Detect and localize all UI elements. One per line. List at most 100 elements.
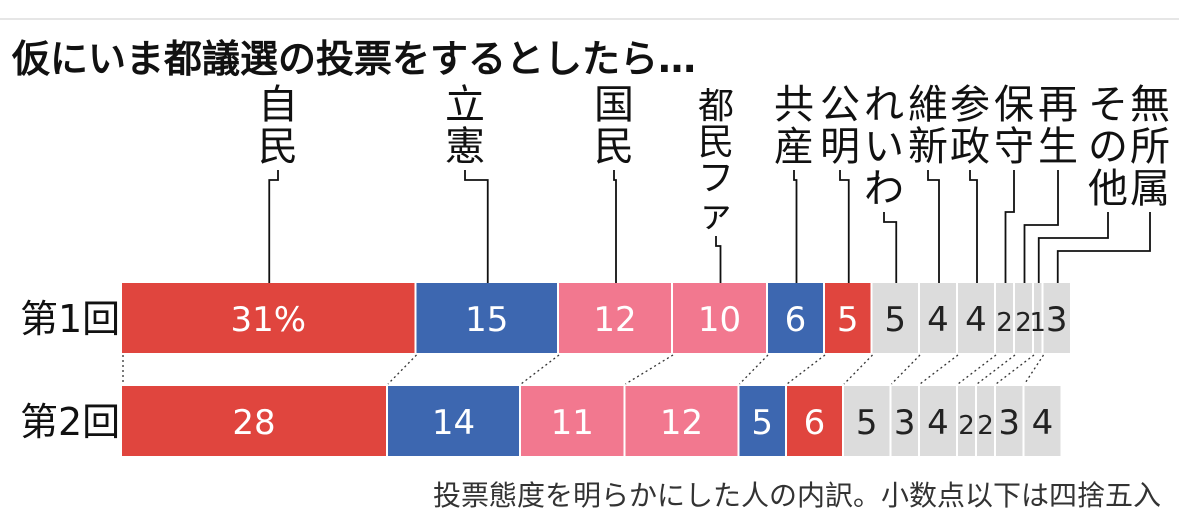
bar-value-label: 11 xyxy=(551,403,594,443)
bar-segment xyxy=(996,386,1023,456)
category-label-char: 都 xyxy=(698,86,734,127)
category-label-char: フ xyxy=(698,158,734,199)
category-label-char: 共 xyxy=(774,82,814,128)
connector-line xyxy=(520,354,560,385)
bar-segment xyxy=(768,283,823,353)
bar-value-label: 6 xyxy=(785,300,807,340)
bar-segment xyxy=(958,283,994,353)
category-label-char: 保 xyxy=(994,82,1034,128)
row-label: 第1回 xyxy=(20,297,120,341)
leader-line xyxy=(715,236,722,283)
category-label-char: 所 xyxy=(1130,124,1170,170)
bar-value-label: 4 xyxy=(927,403,949,443)
category-label-char: 立 xyxy=(445,82,485,128)
bar-segment xyxy=(673,283,766,353)
bar-segment xyxy=(1034,283,1042,353)
leader-line xyxy=(927,170,940,283)
category-label-char: 守 xyxy=(994,124,1034,170)
category-label-char: 民 xyxy=(258,124,298,170)
bar-segment xyxy=(521,386,624,456)
bar-value-label: 1 xyxy=(1029,308,1046,338)
leader-line xyxy=(793,170,798,283)
bar-value-label: 3 xyxy=(1046,300,1068,340)
bar-segment xyxy=(996,283,1013,353)
bar-segment xyxy=(844,386,890,456)
bar-value-label: 2 xyxy=(996,308,1013,338)
bar-segment xyxy=(891,386,918,456)
category-label-char: 憲 xyxy=(445,124,485,170)
bar-segment xyxy=(1024,386,1061,456)
bar-segment xyxy=(920,386,956,456)
connector-line xyxy=(976,354,1016,385)
category-label-char: 他 xyxy=(1088,166,1128,212)
bar-value-label: 12 xyxy=(660,403,703,443)
category-label-char: 政 xyxy=(950,124,990,170)
category-label-char: 再 xyxy=(1038,82,1078,128)
category-label-char: 公 xyxy=(820,82,860,128)
bar-segment xyxy=(416,283,557,353)
bar-value-label: 5 xyxy=(837,300,859,340)
bar-value-label: 2 xyxy=(977,411,994,441)
row-label: 第2回 xyxy=(20,400,120,444)
bar-value-label: 28 xyxy=(232,403,275,443)
bar-segment xyxy=(388,386,519,456)
category-label-char: れ xyxy=(864,82,904,128)
bar-value-label: 31% xyxy=(230,300,306,340)
bar-segment xyxy=(825,283,871,353)
category-label-char: 無 xyxy=(1130,82,1170,128)
leader-line xyxy=(268,170,279,283)
connector-line xyxy=(625,354,674,385)
category-label-char: ァ xyxy=(698,194,734,235)
connector-line xyxy=(843,354,873,385)
leader-line xyxy=(839,170,850,283)
leader-line xyxy=(1056,212,1151,283)
category-label-char: 明 xyxy=(820,124,860,170)
bar-segment xyxy=(559,283,671,353)
top-rule xyxy=(0,18,1179,20)
connector-line xyxy=(891,354,921,385)
bar-segment xyxy=(625,386,738,456)
bar-value-label: 4 xyxy=(965,300,987,340)
category-label-char: 参 xyxy=(950,82,990,128)
leader-line xyxy=(1004,170,1015,283)
leader-line xyxy=(464,170,489,283)
category-label-char: い xyxy=(864,124,904,170)
bar-value-label: 3 xyxy=(998,403,1020,443)
category-label-char: 属 xyxy=(1130,166,1170,212)
leader-line xyxy=(1037,212,1109,283)
bar-value-label: 4 xyxy=(1032,403,1054,443)
bar-segment xyxy=(1015,283,1032,353)
connector-line xyxy=(919,354,959,385)
chart-footnote: 投票態度を明らかにした人の内訳。小数点以下は四捨五入 xyxy=(432,479,1161,512)
bar-value-label: 14 xyxy=(432,403,475,443)
bar-value-label: 3 xyxy=(894,403,916,443)
category-label-char: 民 xyxy=(594,124,634,170)
bar-segment xyxy=(787,386,842,456)
leader-line xyxy=(883,212,898,283)
category-label-char: 自 xyxy=(258,82,298,128)
category-label-char: 生 xyxy=(1038,124,1078,170)
leader-line xyxy=(613,170,617,283)
connector-line xyxy=(1023,354,1045,385)
leader-line xyxy=(969,170,978,283)
bar-value-label: 6 xyxy=(804,403,826,443)
bar-value-label: 10 xyxy=(698,300,741,340)
category-label-char: の xyxy=(1088,124,1128,170)
category-label-char: 民 xyxy=(698,122,734,163)
bar-segment xyxy=(122,386,386,456)
bar-value-label: 5 xyxy=(884,300,906,340)
category-label-char: 産 xyxy=(774,124,814,170)
bar-value-label: 4 xyxy=(927,300,949,340)
connector-line xyxy=(957,354,997,385)
category-label-char: 維 xyxy=(908,82,948,128)
bar-value-label: 2 xyxy=(1015,308,1032,338)
bar-segment xyxy=(739,386,785,456)
connector-line xyxy=(786,354,826,385)
category-label-char: わ xyxy=(864,166,904,212)
bar-value-label: 2 xyxy=(958,411,975,441)
category-label-char: そ xyxy=(1088,82,1128,128)
leader-line xyxy=(1023,170,1059,283)
bar-segment xyxy=(920,283,956,353)
bar-value-label: 12 xyxy=(593,300,636,340)
